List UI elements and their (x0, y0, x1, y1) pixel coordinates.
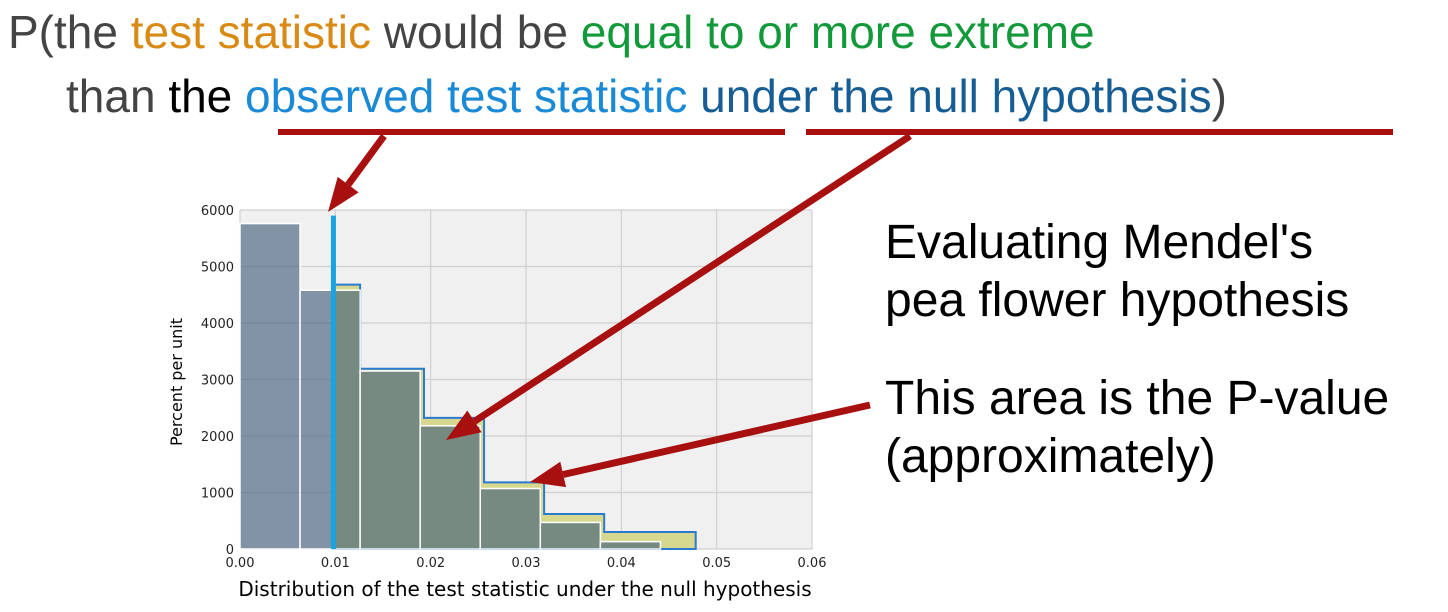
pvalue-annotation-line-1: This area is the P-value (885, 372, 1390, 425)
histogram-bar (359, 370, 421, 550)
histogram-bar (239, 222, 301, 550)
x-tick-label: 0.02 (416, 556, 445, 571)
x-tick-label: 0.04 (607, 556, 636, 571)
headline-line1-segment-2: would be (371, 6, 581, 58)
y-tick-label: 3000 (201, 374, 234, 389)
pvalue-annotation: This area is the P-value (approximately) (885, 370, 1389, 486)
x-tick-label: 0.01 (321, 556, 350, 571)
headline-line2-segment-1: the (168, 70, 246, 122)
description-line-1: Evaluating Mendel's (885, 216, 1314, 269)
arrow-to-observed-line (328, 133, 387, 212)
chart-description: Evaluating Mendel's pea flower hypothesi… (885, 214, 1349, 330)
headline-line1-segment-3: equal to or more extreme (580, 6, 1095, 58)
description-line-2: pea flower hypothesis (885, 274, 1350, 327)
y-axis-label: Percent per unit (167, 318, 186, 446)
y-tick-label: 0 (226, 543, 234, 558)
headline-line2-segment-4: under the null hypothesis (700, 70, 1212, 122)
histogram-bar (539, 521, 602, 550)
annotation-layer (278, 129, 1393, 488)
arrow-head (446, 410, 482, 440)
arrow-to-pvalue-area (530, 401, 871, 488)
headline-line2-segment-2: observed test statistic (245, 70, 688, 122)
pvalue-annotation-line-2: (approximately) (885, 430, 1216, 483)
histogram-bar (479, 487, 542, 550)
x-tick-label: 0.06 (798, 556, 827, 571)
y-tick-label: 5000 (201, 261, 234, 276)
x-axis-label: Distribution of the test statistic under… (238, 577, 811, 601)
headline-line1-segment-1: test statistic (130, 6, 372, 58)
x-tick-label: 0.05 (702, 556, 731, 571)
arrow-head (328, 176, 359, 212)
headline-line1-segment-0: P(the (8, 6, 131, 58)
histogram-bar (419, 425, 481, 550)
histogram-chart: 0.00 0.01 0.02 0.03 0.04 0.05 0.06 0 1000 2000 300… (167, 204, 826, 601)
y-tick-label: 6000 (201, 204, 234, 219)
arrow-shaft (562, 401, 871, 478)
x-tick-label: 0.03 (512, 556, 541, 571)
arrow-shaft (472, 133, 912, 425)
y-tick-label: 4000 (201, 317, 234, 332)
y-tick-label: 1000 (201, 487, 234, 502)
headline-line2-segment-5: ) (1211, 70, 1227, 122)
histogram-bar (299, 289, 361, 550)
arrow-head (530, 461, 567, 488)
arrow-to-null-distribution (446, 133, 912, 440)
y-tick-label: 2000 (201, 430, 234, 445)
headline-line2-segment-0: than (66, 70, 169, 122)
arrow-shaft (345, 133, 387, 187)
headline-line-2: than the observed test statistic under t… (66, 68, 1227, 124)
histogram-bar (599, 540, 662, 550)
x-tick-label: 0.00 (226, 556, 255, 571)
headline-line-1: P(the test statistic would be equal to o… (8, 4, 1095, 60)
